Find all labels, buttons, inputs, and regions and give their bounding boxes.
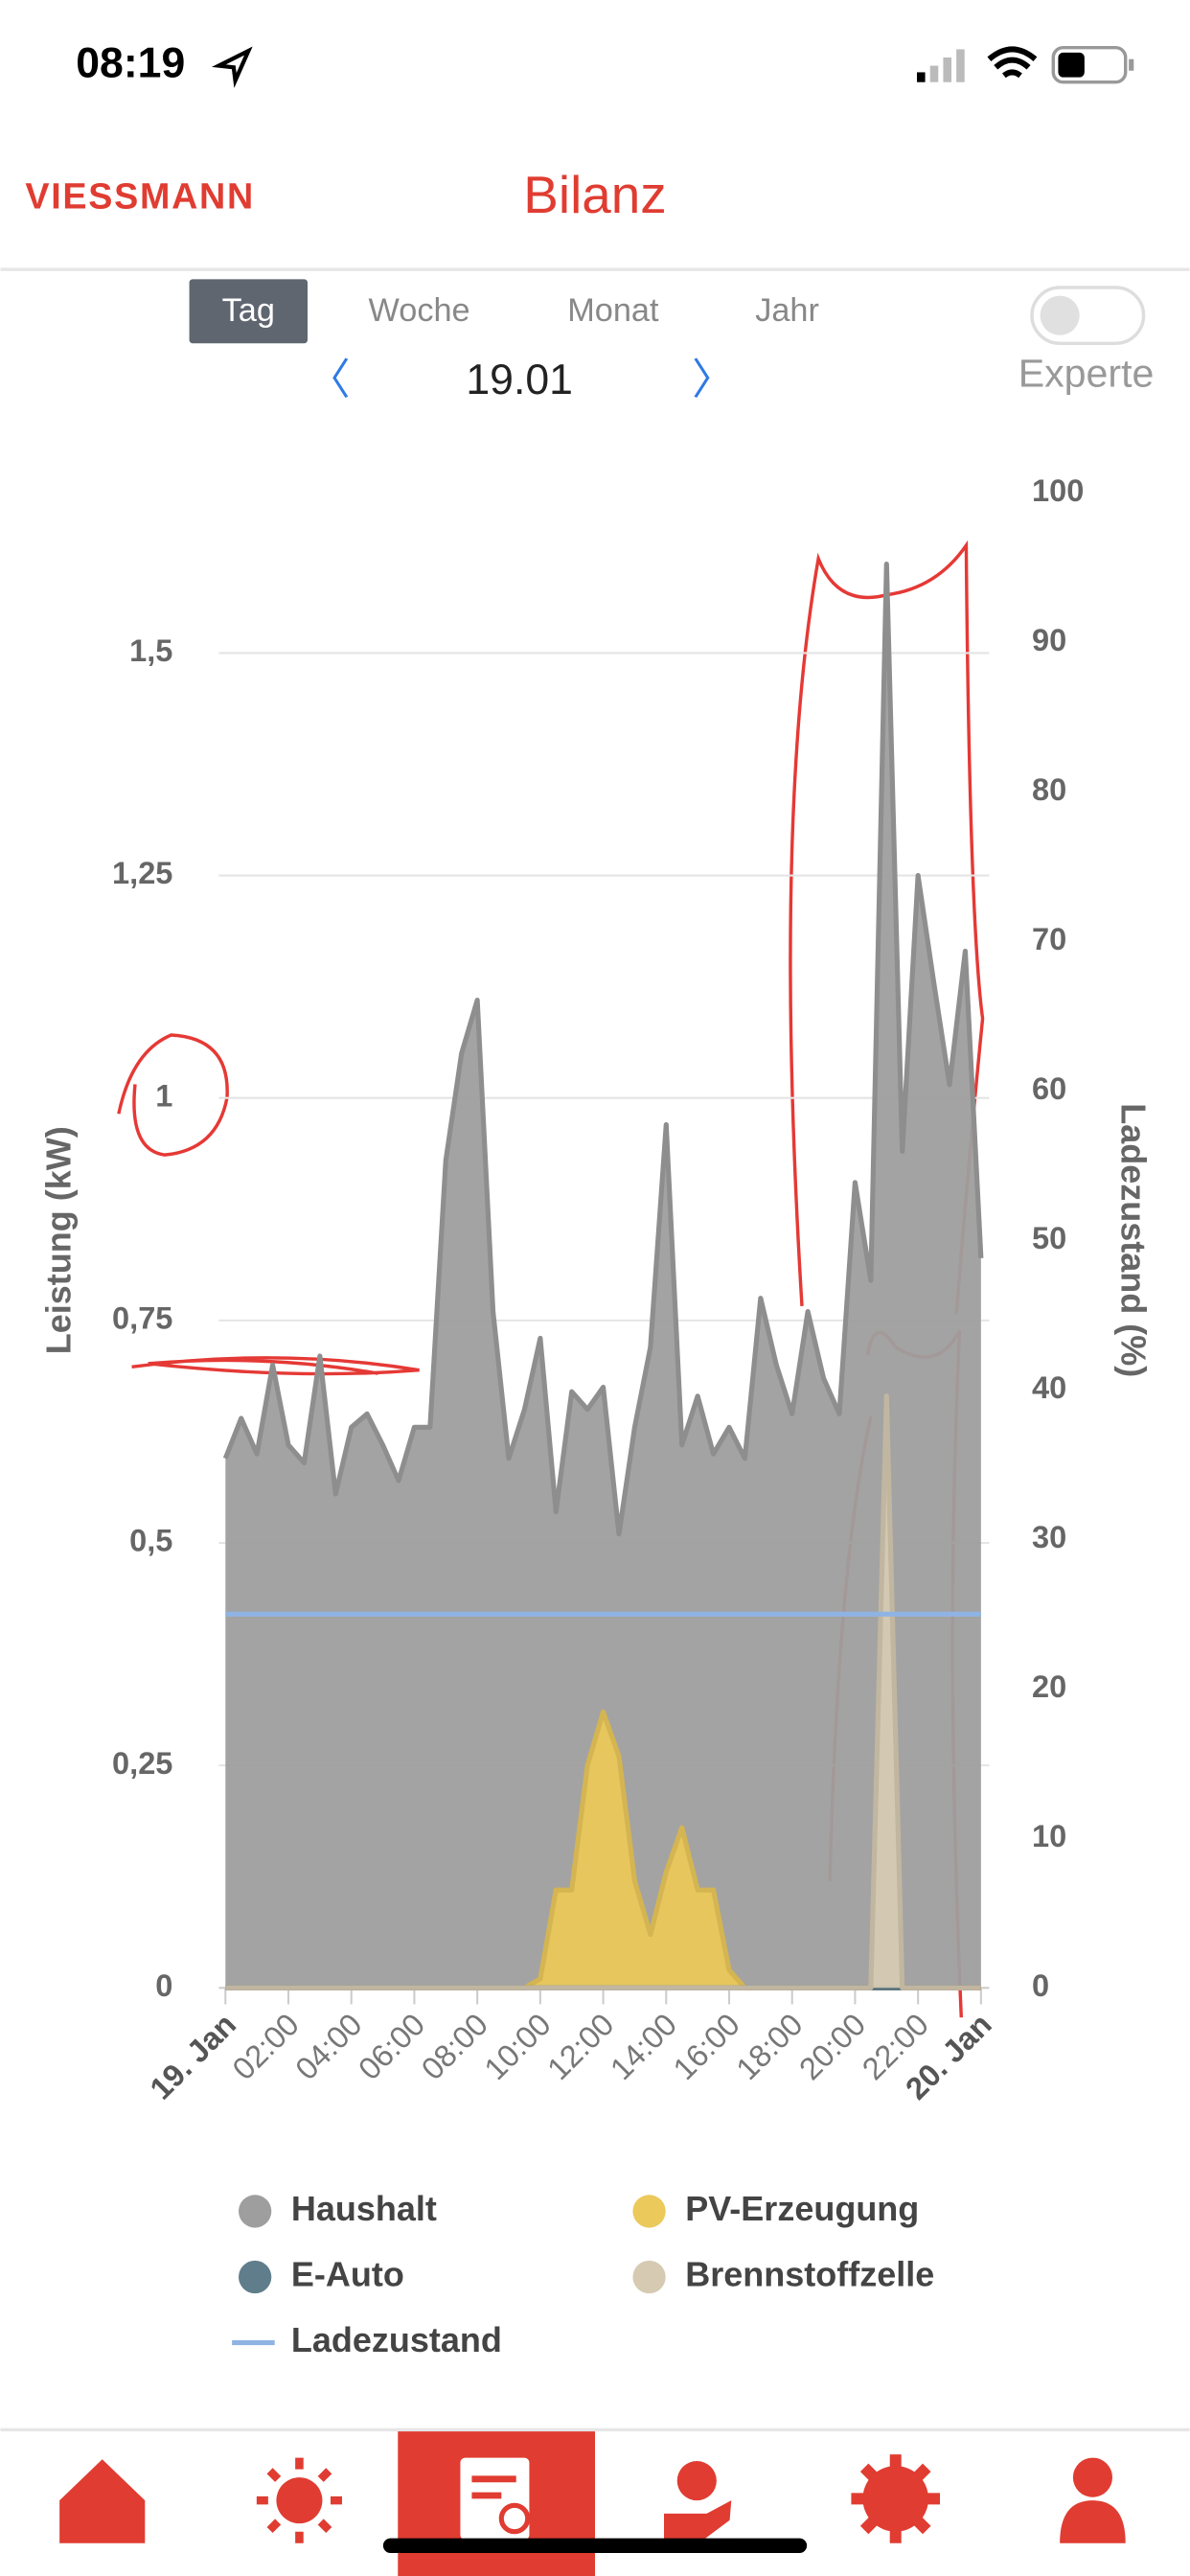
- y2-tick-label: 20: [1032, 1669, 1066, 1704]
- toggle-knob: [1040, 295, 1080, 335]
- next-day-button[interactable]: 〉: [692, 356, 735, 403]
- y-tick-label: 0: [155, 1968, 172, 2003]
- y2-tick-label: 70: [1032, 922, 1066, 956]
- nav-balance[interactable]: [460, 2457, 531, 2541]
- y-axis-title: Leistung (kW): [38, 1126, 78, 1354]
- nav-divider: [0, 2427, 1190, 2432]
- location-icon: [211, 46, 253, 88]
- area-fill: [225, 1712, 981, 1989]
- y2-tick-label: 100: [1032, 473, 1084, 508]
- nav-device[interactable]: [664, 2461, 732, 2541]
- legend-label[interactable]: Haushalt: [291, 2189, 437, 2228]
- legend-label[interactable]: Ladezustand: [291, 2320, 502, 2359]
- y-tick-label: 1: [155, 1078, 172, 1113]
- y2-tick-label: 0: [1032, 1968, 1049, 2003]
- y2-tick-label: 50: [1032, 1221, 1066, 1255]
- y-tick-label: 0,25: [112, 1746, 172, 1781]
- tab[interactable]: Monat: [567, 292, 659, 329]
- prev-day-button[interactable]: 〈: [308, 356, 351, 403]
- nav-settings[interactable]: [851, 2454, 940, 2543]
- page-title: Bilanz: [523, 165, 666, 224]
- battery-icon: [1051, 45, 1134, 84]
- tab-selected-bg: [189, 279, 308, 344]
- area-fill: [225, 564, 981, 1989]
- tab[interactable]: Jahr: [755, 292, 819, 329]
- nav-home[interactable]: [59, 2459, 146, 2543]
- y-tick-label: 1,25: [112, 856, 172, 890]
- y-tick-label: 1,5: [129, 633, 172, 668]
- area-line: [222, 561, 984, 1537]
- nav-profile[interactable]: [1060, 2457, 1126, 2543]
- signal-icon: [917, 49, 965, 82]
- legend-label[interactable]: Brennstoffzelle: [685, 2255, 934, 2294]
- y2-tick-label: 10: [1032, 1819, 1066, 1853]
- tab[interactable]: Tag: [222, 292, 275, 329]
- legend-marker: [239, 2195, 272, 2228]
- legend-marker: [632, 2195, 666, 2228]
- y2-tick-label: 30: [1032, 1520, 1066, 1554]
- date-label: 19.01: [466, 356, 573, 403]
- y2-tick-label: 80: [1032, 772, 1066, 807]
- legend-marker: [632, 2260, 666, 2294]
- y-tick-label: 0,75: [112, 1300, 172, 1335]
- y2-tick-label: 90: [1032, 623, 1066, 657]
- y2-tick-label: 40: [1032, 1370, 1066, 1405]
- wifi-icon: [987, 46, 1038, 79]
- legend-label[interactable]: PV-Erzeugung: [685, 2189, 919, 2228]
- nav-solar[interactable]: [256, 2457, 342, 2543]
- brand-logo: VIESSMANN: [25, 175, 255, 216]
- y2-tick-label: 60: [1032, 1071, 1066, 1106]
- home-indicator: [382, 2538, 808, 2553]
- status-time: 08:19: [76, 39, 185, 86]
- tab[interactable]: Woche: [369, 292, 470, 329]
- header-divider: [0, 267, 1190, 271]
- y2-axis-title: Ladezustand (%): [1113, 1103, 1153, 1377]
- toggle-label: Experte: [1018, 351, 1155, 395]
- legend-marker: [239, 2260, 272, 2294]
- y-tick-label: 0,5: [129, 1524, 172, 1558]
- area-line: [225, 1393, 981, 1990]
- legend-label[interactable]: E-Auto: [291, 2255, 404, 2294]
